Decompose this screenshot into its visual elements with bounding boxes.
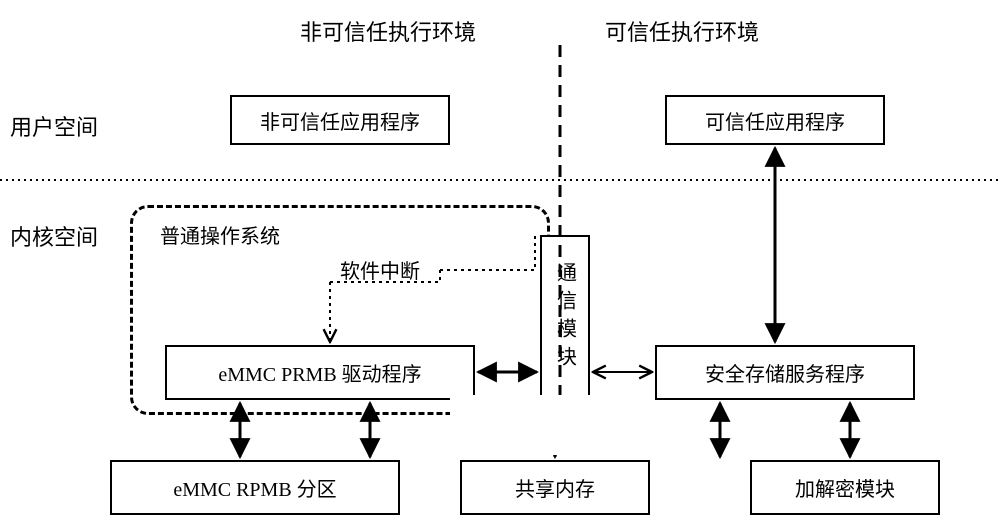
untrusted-app-box: 非可信任应用程序: [230, 95, 450, 145]
emmc-driver-box: eMMC PRMB 驱动程序: [165, 345, 475, 400]
kernel-space-label: 内核空间: [10, 220, 98, 252]
trusted-app-box: 可信任应用程序: [665, 95, 885, 145]
sw-interrupt-label: 软件中断: [340, 255, 420, 284]
shared-mem-box-2: 共享内存: [460, 460, 650, 515]
secure-storage-box-2: 安全存储服务程序: [655, 345, 915, 400]
untrusted-env-header: 非可信任执行环境: [300, 15, 476, 47]
trusted-env-header: 可信任执行环境: [605, 15, 759, 47]
comm-module-text: 通信模块: [551, 262, 580, 374]
emmc-partition-box: eMMC RPMB 分区: [110, 460, 400, 515]
user-space-label: 用户空间: [10, 110, 98, 142]
comm-module-box: 通信模块: [540, 235, 590, 400]
normal-os-label: 普通操作系统: [160, 220, 280, 249]
crypto-box-2: 加解密模块: [750, 460, 940, 515]
